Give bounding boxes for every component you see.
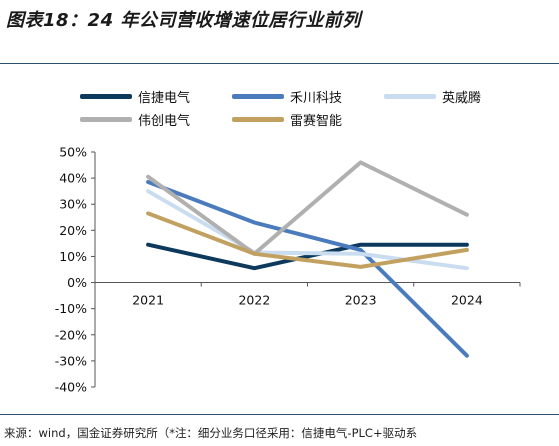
chart-title: 图表18：24 年公司营收增速位居行业前列 [6, 10, 361, 31]
legend-swatch-hechuan [232, 93, 284, 99]
series-line-3 [146, 160, 469, 256]
series-line-4 [146, 211, 469, 269]
legend-item-hechuan: 禾川科技 [232, 88, 343, 106]
y-tick-label: -30% [55, 353, 87, 368]
y-tick-label: 40% [59, 171, 87, 186]
legend-item-xinjie: 信捷电气 [80, 88, 191, 106]
source-note: 来源：wind，国金证券研究所（*注：细分业务口径采用：信捷电气-PLC+驱动系 [4, 426, 418, 440]
y-tick-label: 20% [59, 223, 87, 238]
y-tick-label: -10% [55, 301, 87, 316]
legend-swatch-leisai [232, 116, 284, 122]
x-tick-label: 2023 [345, 293, 377, 308]
legend-label-hechuan: 禾川科技 [290, 90, 343, 106]
legend: 信捷电气 禾川科技 英威腾 伟创电气 雷赛智能 [0, 0, 559, 140]
y-tick-label: -40% [55, 380, 87, 395]
series-line-1 [146, 180, 469, 358]
y-tick-label: -20% [55, 327, 87, 342]
legend-item-weichuang: 伟创电气 [80, 111, 191, 129]
x-tick-label: 2024 [451, 293, 483, 308]
y-tick-label: 50% [59, 145, 87, 160]
x-tick-label: 2021 [132, 293, 164, 308]
y-tick-label: 10% [59, 249, 87, 264]
top-divider [0, 63, 559, 64]
legend-swatch-xinjie [80, 93, 132, 99]
bottom-divider [0, 414, 559, 415]
y-tick-label: 0% [67, 275, 87, 290]
series-line-0 [146, 242, 469, 271]
legend-label-xinjie: 信捷电气 [138, 90, 191, 106]
legend-swatch-yingweiteng [384, 93, 436, 99]
y-tick-label: 30% [59, 197, 87, 212]
series-line-2 [146, 189, 469, 271]
x-tick-label: 2022 [238, 293, 270, 308]
legend-item-yingweiteng: 英威腾 [384, 88, 482, 106]
legend-label-yingweiteng: 英威腾 [442, 90, 482, 106]
legend-label-weichuang: 伟创电气 [138, 113, 191, 129]
legend-swatch-weichuang [80, 116, 132, 122]
legend-label-leisai: 雷赛智能 [290, 113, 343, 129]
legend-item-leisai: 雷赛智能 [232, 111, 343, 129]
